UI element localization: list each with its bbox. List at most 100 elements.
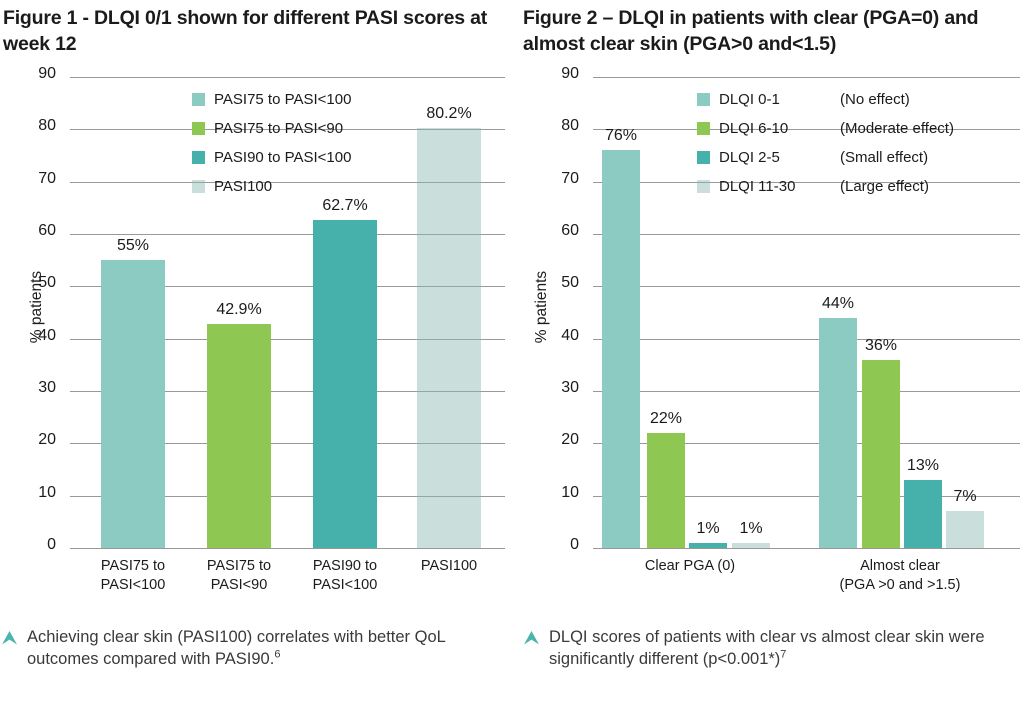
legend-label: PASI100	[214, 178, 273, 195]
y-tick-label-60: 60	[561, 222, 579, 239]
bar	[602, 150, 640, 548]
x-category-label: PASI90 to PASI<100	[312, 558, 378, 593]
legend-effect-label: (No effect)	[840, 91, 910, 108]
legend-color-chip	[697, 151, 710, 164]
gridline-60	[593, 234, 1020, 235]
legend-color-chip	[697, 93, 710, 106]
legend-item: PASI75 to PASI<90	[192, 114, 351, 143]
y-tick-label-0: 0	[47, 536, 56, 553]
gridline-50	[593, 286, 1020, 288]
figure-1-footnote-text: Achieving clear skin (PASI100) correlate…	[27, 627, 474, 671]
y-tick-label-20: 20	[561, 431, 579, 449]
figure-2-footnote: DLQI scores of patients with clear vs al…	[524, 627, 1008, 671]
bar-value-label: 80.2%	[426, 105, 472, 123]
legend-color-chip	[192, 93, 205, 106]
figure-2-title: Figure 2 – DLQI in patients with clear (…	[523, 7, 979, 55]
bar-value-label: 55%	[116, 237, 150, 255]
legend-label: PASI90 to PASI<100	[214, 149, 352, 166]
x-category-label: PASI75 to PASI<100	[100, 558, 166, 593]
footnote-body: Achieving clear skin (PASI100) correlate…	[27, 628, 446, 668]
gridline-20	[70, 443, 505, 445]
bar-value-label: 62.7%	[322, 196, 368, 214]
y-tick-label-10: 10	[561, 483, 579, 501]
bar-value-label: 22%	[649, 409, 683, 427]
bar	[689, 542, 727, 548]
bar	[862, 359, 900, 548]
bar	[904, 479, 942, 548]
legend-label: PASI75 to PASI<100	[214, 91, 352, 108]
gridline-30	[593, 391, 1020, 392]
caret-up-icon	[2, 630, 17, 652]
gridline-40	[70, 338, 505, 340]
bar-value-label: 13%	[906, 456, 940, 474]
bar	[732, 542, 770, 548]
y-tick-label-90: 90	[561, 65, 579, 82]
x-category-label: PASI75 to PASI<90	[206, 558, 272, 593]
figure-2: Figure 2 – DLQI in patients with clear (…	[512, 0, 1024, 720]
y-tick-label-90: 90	[38, 65, 56, 82]
legend-label: DLQI 6-10	[719, 120, 789, 137]
y-tick-label-70: 70	[38, 169, 56, 187]
legend: PASI75 to PASI<100 PASI75 to PASI<90 PASI9…	[192, 85, 351, 201]
legend-effect-label: (Small effect)	[840, 149, 929, 166]
legend-effect-label: (Large effect)	[840, 178, 929, 195]
bar-value-label: 76%	[604, 127, 638, 145]
gridline-70	[70, 181, 505, 183]
legend-label: DLQI 0-1	[719, 91, 780, 108]
y-tick-label-20: 20	[38, 431, 56, 449]
gridline-0	[593, 548, 1020, 549]
y-tick-label-40: 40	[561, 326, 579, 344]
bar-value-label: 36%	[864, 336, 898, 354]
legend-color-chip	[697, 180, 710, 193]
y-tick-label-60: 60	[38, 222, 56, 239]
legend-item: PASI100	[192, 172, 351, 201]
bar	[313, 219, 377, 548]
x-category-label: Almost clear (PGA >0 and >1.5)	[839, 558, 961, 593]
legend: DLQI 0-1 (No effect) DLQI 6-10 (Moderate ef…	[697, 85, 954, 201]
bar	[946, 511, 984, 548]
bar	[417, 128, 481, 548]
figure-1-title: Figure 1 - DLQI 0/1 shown for different …	[3, 7, 488, 55]
gridline-20	[593, 443, 1020, 445]
y-tick-label-30: 30	[561, 379, 579, 396]
y-tick-label-30: 30	[38, 379, 56, 396]
bar	[647, 432, 685, 548]
gridline-80	[593, 129, 1020, 131]
y-tick-label-80: 80	[561, 117, 579, 135]
legend-item: DLQI 11-30 (Large effect)	[697, 172, 954, 201]
y-tick-label-80: 80	[38, 117, 56, 135]
gridline-40	[593, 338, 1020, 340]
bar	[819, 317, 857, 548]
gridline-10	[593, 495, 1020, 497]
figure-1-plot-area: 0 10 20 30 40 50 60 70 80 90 55% 42.9% 62.7% 80.2% PAS…	[38, 66, 505, 553]
y-tick-label-40: 40	[38, 326, 56, 344]
gridline-60	[70, 234, 505, 235]
bar-value-label: 42.9%	[216, 300, 262, 318]
x-category-label: Clear PGA (0)	[644, 558, 736, 574]
legend-item: DLQI 0-1 (No effect)	[697, 85, 954, 114]
y-tick-label-0: 0	[570, 536, 579, 553]
legend-color-chip	[192, 151, 205, 164]
bar	[101, 260, 165, 548]
legend-item: DLQI 6-10 (Moderate effect)	[697, 114, 954, 143]
y-tick-label-50: 50	[561, 274, 579, 292]
legend-color-chip	[192, 122, 205, 135]
bar-value-label: 44%	[821, 294, 855, 312]
gridline-50	[70, 286, 505, 288]
gridline-30	[70, 391, 505, 392]
footnote-body: DLQI scores of patients with clear vs al…	[549, 628, 985, 668]
x-category-label: PASI100	[420, 558, 478, 574]
gridline-0	[70, 548, 505, 549]
legend-color-chip	[192, 180, 205, 193]
y-tick-label-50: 50	[38, 274, 56, 292]
gridline-10	[70, 495, 505, 497]
legend-color-chip	[697, 122, 710, 135]
figure-2-footnote-text: DLQI scores of patients with clear vs al…	[549, 627, 1008, 671]
y-tick-label-10: 10	[38, 483, 56, 501]
y-tick-label-70: 70	[561, 169, 579, 187]
bar-value-label: 7%	[953, 488, 977, 506]
legend-item: PASI90 to PASI<100	[192, 143, 351, 172]
gridline-90	[70, 77, 505, 78]
footnote-superscript: 7	[780, 648, 787, 661]
